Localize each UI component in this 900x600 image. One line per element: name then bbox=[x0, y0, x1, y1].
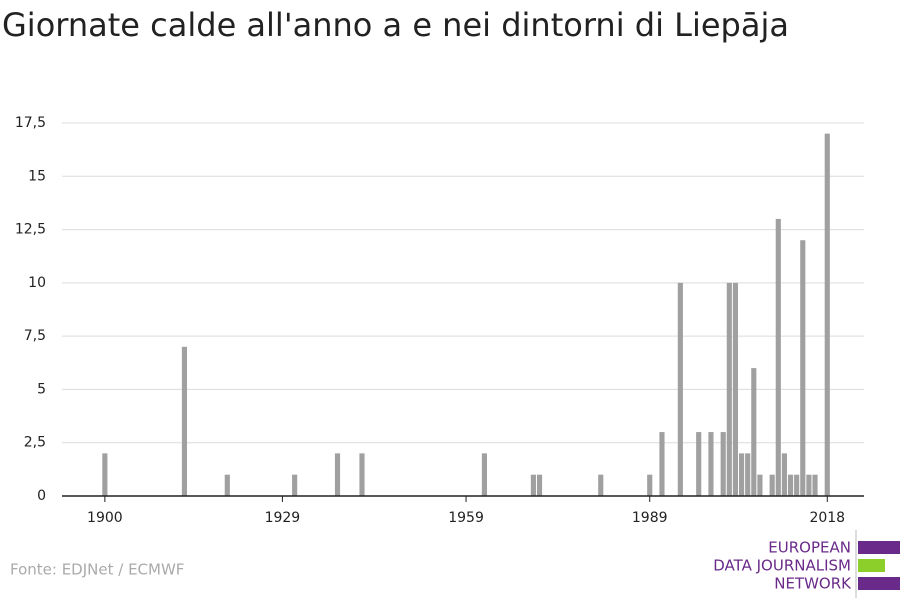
y-tick-label: 17,5 bbox=[15, 115, 46, 131]
logo-bar bbox=[858, 559, 885, 572]
logo-bar bbox=[858, 577, 900, 590]
source: Fonte: EDJNet / ECMWF bbox=[10, 561, 184, 579]
y-tick-label: 10 bbox=[28, 275, 46, 291]
bar bbox=[824, 133, 830, 496]
bar bbox=[775, 218, 781, 496]
logo-text: DATA JOURNALISM bbox=[713, 557, 851, 575]
bar bbox=[696, 432, 702, 496]
bar bbox=[781, 453, 787, 496]
bar bbox=[732, 282, 739, 496]
logo-bar bbox=[858, 541, 900, 554]
bar bbox=[726, 282, 732, 496]
logo-text: NETWORK bbox=[774, 575, 852, 593]
bar bbox=[757, 474, 763, 496]
x-tick-label: 1959 bbox=[448, 510, 484, 526]
bar bbox=[677, 282, 683, 496]
x-tick-label: 1929 bbox=[265, 510, 301, 526]
x-tick-label: 1900 bbox=[87, 510, 123, 526]
bar bbox=[536, 474, 543, 496]
bar bbox=[647, 474, 653, 496]
bar bbox=[738, 453, 745, 496]
y-tick-label: 7,5 bbox=[24, 328, 46, 344]
bar bbox=[224, 474, 230, 496]
logo-text: EUROPEAN bbox=[768, 539, 851, 557]
bar bbox=[102, 453, 108, 496]
bar bbox=[659, 432, 665, 496]
bar bbox=[745, 453, 751, 496]
bar bbox=[720, 432, 726, 496]
y-tick-label: 2,5 bbox=[24, 435, 46, 451]
x-tick-label: 2018 bbox=[809, 510, 845, 526]
bar bbox=[769, 474, 775, 496]
y-tick-label: 12,5 bbox=[15, 222, 46, 238]
chart-title: Giornate calde all'anno a e nei dintorni… bbox=[2, 6, 789, 44]
bar bbox=[481, 453, 487, 496]
bar bbox=[800, 240, 806, 496]
y-tick-label: 5 bbox=[37, 381, 46, 397]
y-tick-label: 15 bbox=[28, 168, 46, 184]
bar bbox=[334, 453, 341, 496]
bar bbox=[787, 474, 794, 496]
x-tick-label: 1989 bbox=[632, 510, 668, 526]
bar bbox=[292, 474, 298, 496]
bar bbox=[359, 453, 365, 496]
bar bbox=[812, 474, 818, 496]
bar bbox=[794, 474, 800, 496]
bar bbox=[751, 368, 757, 496]
bar bbox=[708, 432, 714, 496]
bar bbox=[181, 346, 188, 496]
bar bbox=[598, 474, 604, 496]
bar bbox=[530, 474, 536, 496]
y-tick-label: 0 bbox=[37, 488, 46, 504]
bar bbox=[806, 474, 812, 496]
